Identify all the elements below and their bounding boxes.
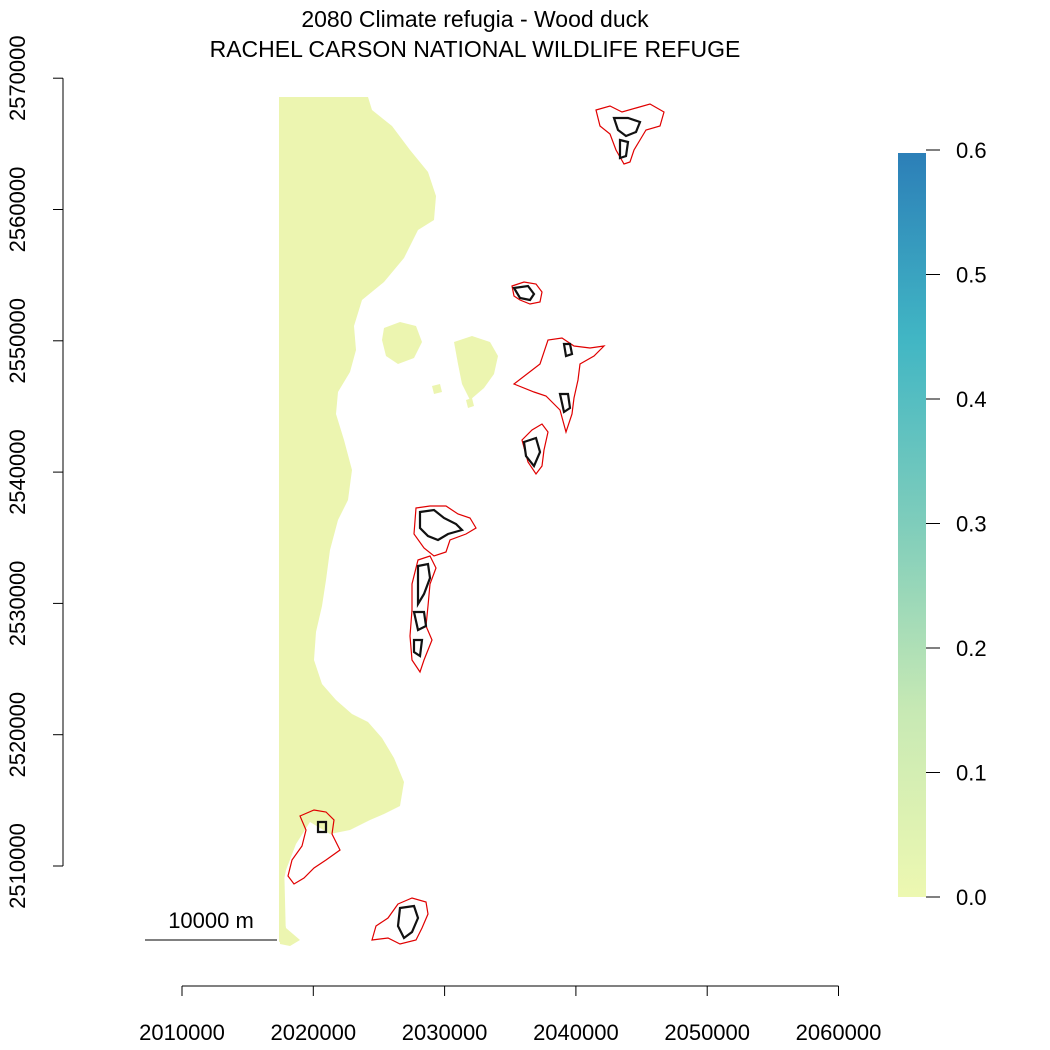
land-raster bbox=[279, 97, 498, 946]
x-tick-label: 2020000 bbox=[270, 1020, 356, 1045]
refugia-patch bbox=[316, 820, 328, 834]
y-tick-label: 2520000 bbox=[5, 692, 30, 778]
x-tick-label: 2010000 bbox=[139, 1020, 225, 1045]
refugia-patch bbox=[412, 562, 432, 658]
y-axis: 2510000 2520000 2530000 2540000 2550000 25600… bbox=[5, 35, 64, 909]
coastal-land-area bbox=[279, 97, 436, 946]
refugia-patch bbox=[396, 904, 420, 940]
refuge-unit-boundary bbox=[409, 555, 437, 674]
legend-tick-label: 0.1 bbox=[956, 761, 987, 786]
map-title: 2080 Climate refugia - Wood duck bbox=[301, 6, 649, 32]
legend-tick-label: 0.4 bbox=[956, 387, 987, 412]
refugia-patch bbox=[512, 284, 536, 302]
land-strip bbox=[279, 860, 286, 942]
refuge-unit-boundary bbox=[595, 103, 665, 165]
y-tick-label: 2530000 bbox=[5, 561, 30, 647]
y-tick-label: 2540000 bbox=[5, 429, 30, 515]
island bbox=[382, 322, 422, 364]
legend-tick-label: 0.5 bbox=[956, 263, 987, 288]
x-axis: 2010000 2020000 2030000 2040000 2050000 20600… bbox=[139, 985, 882, 1045]
legend-tick-label: 0.2 bbox=[956, 636, 987, 661]
x-tick-label: 2030000 bbox=[402, 1020, 488, 1045]
legend-color-bar bbox=[898, 153, 926, 897]
island bbox=[432, 384, 442, 394]
map-subtitle: RACHEL CARSON NATIONAL WILDLIFE REFUGE bbox=[210, 36, 741, 62]
refugia-patch bbox=[612, 116, 642, 160]
refuge-unit-boundary bbox=[511, 281, 543, 305]
y-tick-label: 2570000 bbox=[5, 35, 30, 121]
scale-bar: 10000 m bbox=[145, 908, 277, 941]
legend-ticks: 0.0 0.1 0.2 0.3 0.4 0.5 0.6 bbox=[926, 138, 987, 910]
x-tick-label: 2050000 bbox=[664, 1020, 750, 1045]
legend-tick-label: 0.3 bbox=[956, 512, 987, 537]
legend-tick-label: 0.6 bbox=[956, 138, 987, 163]
scale-bar-label: 10000 m bbox=[168, 908, 254, 933]
x-tick-label: 2060000 bbox=[796, 1020, 882, 1045]
refugia-patch bbox=[522, 436, 542, 469]
y-tick-label: 2510000 bbox=[5, 823, 30, 909]
refuge-unit-boundary bbox=[521, 423, 549, 476]
y-tick-label: 2550000 bbox=[5, 298, 30, 384]
island bbox=[466, 398, 474, 408]
refuge-unit-boundary bbox=[287, 809, 341, 885]
refugia-patch bbox=[558, 342, 574, 414]
x-tick-label: 2040000 bbox=[533, 1020, 619, 1045]
refuge-unit-boundary bbox=[413, 505, 477, 557]
refugia-patch bbox=[418, 508, 465, 542]
refugia-outlines bbox=[316, 116, 642, 940]
refuge-unit-boundary bbox=[512, 337, 606, 435]
y-tick-label: 2560000 bbox=[5, 167, 30, 253]
color-legend: 0.0 0.1 0.2 0.3 0.4 0.5 0.6 bbox=[898, 138, 987, 910]
refuge-boundaries bbox=[287, 103, 665, 945]
refuge-unit-boundary bbox=[371, 897, 429, 945]
island bbox=[454, 336, 498, 400]
legend-tick-label: 0.0 bbox=[956, 885, 987, 910]
